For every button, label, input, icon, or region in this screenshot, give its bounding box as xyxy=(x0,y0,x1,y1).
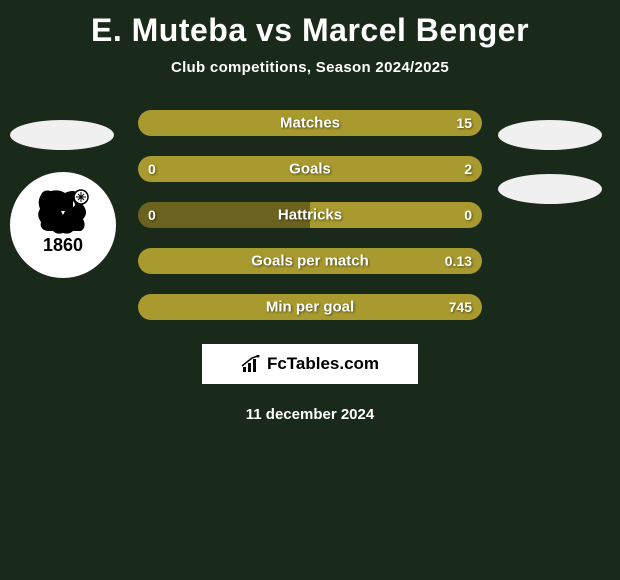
stat-label: Matches xyxy=(280,115,340,132)
stat-value-right: 2 xyxy=(464,161,472,177)
date-label: 11 december 2024 xyxy=(0,406,620,423)
stat-row: Goals per match 0.13 xyxy=(138,248,482,274)
player-right-placeholder xyxy=(498,120,602,150)
club-badge-left: 1860 xyxy=(10,172,116,278)
lion-icon xyxy=(33,187,93,237)
player-left-column: 1860 xyxy=(10,120,116,278)
stat-label: Goals xyxy=(289,161,331,178)
club-right-placeholder xyxy=(498,174,602,204)
stat-row: Matches 15 xyxy=(138,110,482,136)
stat-value-left: 0 xyxy=(148,161,156,177)
branding-text: FcTables.com xyxy=(267,354,379,374)
stat-row: Goals 0 2 xyxy=(138,156,482,182)
player-right-column xyxy=(498,120,602,204)
page-subtitle: Club competitions, Season 2024/2025 xyxy=(0,59,620,76)
stats-table: Matches 15 Goals 0 2 Hattricks 0 0 Goals per mat… xyxy=(138,110,482,320)
stat-label: Goals per match xyxy=(251,253,369,270)
stat-value-right: 0.13 xyxy=(445,253,472,269)
stat-value-right: 745 xyxy=(449,299,472,315)
player-left-placeholder xyxy=(10,120,114,150)
stat-value-left: 0 xyxy=(148,207,156,223)
stat-label: Min per goal xyxy=(266,299,354,316)
branding-box: FcTables.com xyxy=(202,344,418,384)
stat-value-right: 15 xyxy=(456,115,472,131)
stat-label: Hattricks xyxy=(278,207,342,224)
page-title: E. Muteba vs Marcel Benger xyxy=(0,0,620,49)
stat-row: Hattricks 0 0 xyxy=(138,202,482,228)
chart-icon xyxy=(241,355,263,373)
club-year: 1860 xyxy=(43,235,83,256)
stat-value-right: 0 xyxy=(464,207,472,223)
stat-row: Min per goal 745 xyxy=(138,294,482,320)
